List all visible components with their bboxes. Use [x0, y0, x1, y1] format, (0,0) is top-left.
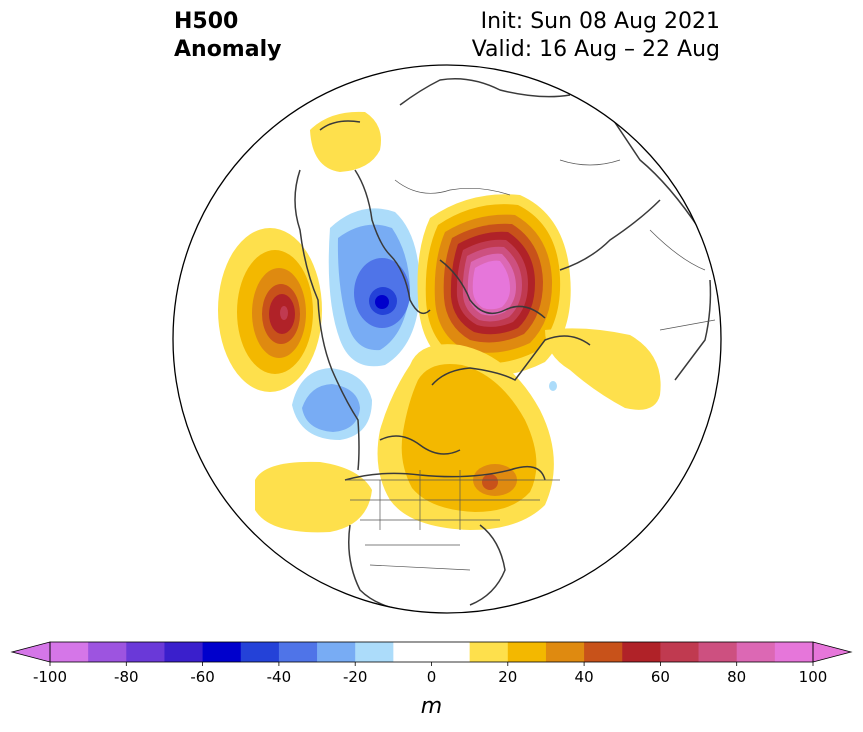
- colorbar-unit-label: m: [420, 694, 443, 719]
- colorbar-segment: [393, 642, 432, 662]
- valid-range-label: Valid: 16 Aug – 22 Aug: [471, 37, 720, 62]
- siberia-positive-anomaly: [417, 194, 571, 376]
- colorbar-segment: [317, 642, 356, 662]
- colorbar-segment: [240, 642, 280, 662]
- colorbar-segment: [164, 642, 204, 662]
- map-boundary: [172, 64, 722, 614]
- colorbar-segment: [660, 642, 700, 662]
- colorbar-segment: [545, 642, 585, 662]
- colorbar-tick-label: 20: [498, 668, 517, 686]
- alaska-negative-anomaly: [292, 368, 372, 440]
- colorbar-segment: [431, 642, 471, 662]
- bering-negative-anomaly: [328, 208, 420, 367]
- colorbar-tick-label: -20: [343, 668, 368, 686]
- title-line-1: H500: [174, 9, 239, 34]
- polar-map: [172, 64, 722, 614]
- colorbar-segment: [50, 642, 89, 662]
- colorbar-segment: [126, 642, 165, 662]
- colorbar-segment: [774, 642, 814, 662]
- colorbar-extend-low: [10, 641, 51, 663]
- east-asia-positive-anomaly: [310, 111, 381, 172]
- colorbar-tick-label: 40: [575, 668, 594, 686]
- colorbar-tick-label: -40: [267, 668, 292, 686]
- colorbar-segment: [698, 642, 738, 662]
- pacific-positive-anomaly: [218, 228, 322, 392]
- north-pacific-positive-anomaly: [255, 461, 372, 533]
- run-info: Init: Sun 08 Aug 2021 Valid: 16 Aug – 22…: [472, 8, 720, 64]
- colorbar-tick-label: 60: [651, 668, 670, 686]
- colorbar-segment: [355, 642, 394, 662]
- title-line-2: Anomaly: [174, 37, 282, 62]
- colorbar-segment: [622, 642, 661, 662]
- colorbar-tick-label: 100: [799, 668, 828, 686]
- colorbar-segment: [278, 642, 318, 662]
- colorbar-segment: [736, 642, 776, 662]
- political-borders: [345, 159, 716, 571]
- map-title: H500 Anomaly: [174, 8, 281, 64]
- colorbar-extend-high: [812, 641, 853, 663]
- colorbar-tick-label: -60: [190, 668, 215, 686]
- colorbar-tick-label: 0: [427, 668, 437, 686]
- colorbar: -100 -80 -60 -40 -20 0 20 40 60 80 100: [10, 641, 853, 686]
- colorbar-segment: [584, 642, 623, 662]
- colorbar-segment: [507, 642, 547, 662]
- colorbar-tick-label: -100: [33, 668, 67, 686]
- colorbar-segment: [202, 642, 242, 662]
- colorbar-tick-label: 80: [727, 668, 746, 686]
- init-date-label: Init: Sun 08 Aug 2021: [480, 9, 720, 34]
- greenland-sea-negative-patch: [549, 381, 557, 391]
- anomaly-field: [218, 78, 716, 613]
- canada-positive-anomaly: [377, 344, 554, 530]
- colorbar-segment: [469, 642, 509, 662]
- colorbar-tick-label: -80: [114, 668, 139, 686]
- colorbar-segment: [88, 642, 127, 662]
- europe-positive-anomaly: [545, 328, 661, 410]
